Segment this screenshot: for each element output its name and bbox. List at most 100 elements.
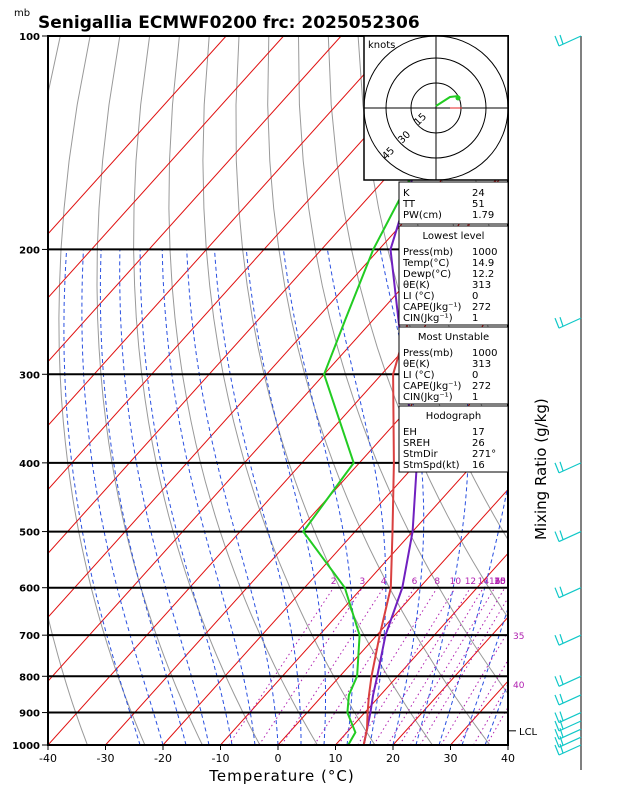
- mixing-ratio-label: 4: [381, 577, 387, 587]
- moist-adiabat: [379, 249, 425, 745]
- dry-adiabat: [235, 36, 433, 745]
- mixing-ratio-line: [373, 587, 471, 745]
- stats-box: [398, 225, 509, 326]
- mixing-ratio-line: [313, 587, 415, 745]
- moist-adiabat: [186, 249, 279, 745]
- dry-adiabat: [596, 36, 618, 745]
- dry-adiabat: [96, 36, 203, 745]
- hodograph-stat-label: StmSpd(kt): [403, 460, 460, 471]
- hodograph-storm-point: [455, 95, 461, 101]
- chart-title: Senigallia ECMWF0200 frc: 2025052306: [38, 13, 420, 33]
- lowest-level-label: Temp(°C): [402, 258, 450, 269]
- wind-barb: [554, 743, 582, 756]
- y-axis-label: Mixing Ratio (g/kg): [532, 398, 550, 540]
- index-value: 51: [472, 199, 485, 210]
- x-axis-label: Temperature (°C): [208, 767, 354, 785]
- isotherm: [48, 169, 508, 682]
- p-tick-label: 300: [19, 370, 40, 381]
- x-tick-label: 20: [386, 752, 400, 765]
- lowest-level-label: CIN(Jkg⁻¹): [403, 313, 453, 324]
- isotherm: [48, 36, 227, 235]
- stats-box: [398, 405, 509, 473]
- mixing-ratio-label: 8: [434, 577, 440, 587]
- most-unstable-label: LI (°C): [403, 370, 435, 381]
- wind-barb: [554, 736, 582, 748]
- hodograph-stat-heading: Hodograph: [426, 411, 481, 422]
- p-tick-label: 400: [19, 459, 40, 470]
- mixing-ratio-label: 25: [494, 577, 505, 587]
- mixing-ratio-label: 35: [513, 632, 524, 642]
- index-label: K: [403, 188, 410, 199]
- dry-adiabat: [537, 36, 618, 745]
- wind-barb: [554, 586, 582, 599]
- p-tick-label: 600: [19, 584, 40, 595]
- moist-adiabat: [139, 249, 233, 745]
- units-mb: mb: [14, 8, 30, 19]
- hodograph-stat-value: 271°: [472, 449, 496, 460]
- mixing-ratio-label: 16: [489, 577, 501, 587]
- p-tick-label: 200: [19, 245, 40, 256]
- dry-adiabat: [168, 36, 318, 745]
- isotherm: [48, 36, 342, 363]
- dry-adiabat: [48, 36, 88, 745]
- mixing-ratio-label: 2: [331, 577, 337, 587]
- wind-barb: [554, 461, 582, 474]
- index-label: TT: [402, 199, 416, 210]
- lowest-level-value: 272: [472, 302, 491, 313]
- mixing-ratio-line: [473, 683, 508, 745]
- lowest-level-value: 1000: [472, 247, 497, 258]
- mixing-ratio-line: [409, 587, 506, 745]
- mixing-ratio-line: [458, 659, 508, 745]
- wind-barb: [554, 633, 582, 646]
- moist-adiabat: [99, 249, 187, 745]
- p-tick-label: 800: [19, 672, 40, 683]
- hodograph-stat-label: SREH: [403, 438, 430, 449]
- mixing-ratio-label: 10: [450, 577, 462, 587]
- moist-adiabat: [214, 249, 302, 745]
- wind-barb: [554, 693, 582, 706]
- mixing-ratio-label: 18: [494, 577, 506, 587]
- isobar-lines: [48, 248, 508, 714]
- index-value: 24: [472, 188, 485, 199]
- lowest-level-value: 12.2: [472, 269, 494, 280]
- mixing-ratio-label: 12: [465, 577, 476, 587]
- isotherm: [48, 36, 284, 299]
- stats-box: [398, 326, 509, 405]
- moist-adiabat: [63, 249, 141, 745]
- most-unstable-value: 1000: [472, 348, 497, 359]
- wind-barb: [554, 711, 582, 724]
- x-tick-label: 10: [329, 752, 343, 765]
- index-label: PW(cm): [403, 210, 442, 221]
- dewpoint-line: [302, 36, 486, 745]
- dry-adiabat: [327, 36, 508, 619]
- most-unstable-value: 272: [472, 381, 491, 392]
- mixing-ratio-line: [387, 587, 484, 745]
- isotherm: [507, 744, 508, 745]
- lowest-level-label: Dewp(°C): [403, 269, 451, 280]
- lowest-level-value: 1: [472, 313, 478, 324]
- x-tick-label: 30: [444, 752, 458, 765]
- wind-barbs: [554, 34, 582, 770]
- stats-box: [398, 181, 509, 225]
- lcl-label: LCL: [519, 727, 538, 738]
- isotherm: [392, 616, 508, 745]
- p-tick-label: 100: [19, 32, 40, 43]
- mixing-ratio-label: 20: [494, 577, 506, 587]
- mixing-ratio-label: 40: [513, 681, 525, 691]
- lowest-level-value: 0: [472, 291, 478, 302]
- lowest-level-label: θE(K): [403, 280, 430, 291]
- isotherm: [48, 36, 399, 427]
- lowest-level-heading: Lowest level: [423, 231, 485, 242]
- mixing-ratio-line: [399, 587, 496, 745]
- dry-adiabat: [58, 36, 146, 745]
- mixing-ratio-label: 14: [478, 577, 490, 587]
- index-value: 1.79: [472, 210, 494, 221]
- most-unstable-label: CIN(Jkg⁻¹): [403, 392, 453, 403]
- mixing-ratio-label: 3: [360, 577, 366, 587]
- p-tick-label: 1000: [12, 741, 40, 752]
- most-unstable-value: 1: [472, 392, 478, 403]
- isotherm: [335, 552, 508, 745]
- moist-adiabat: [326, 249, 387, 745]
- wind-barb: [554, 316, 582, 329]
